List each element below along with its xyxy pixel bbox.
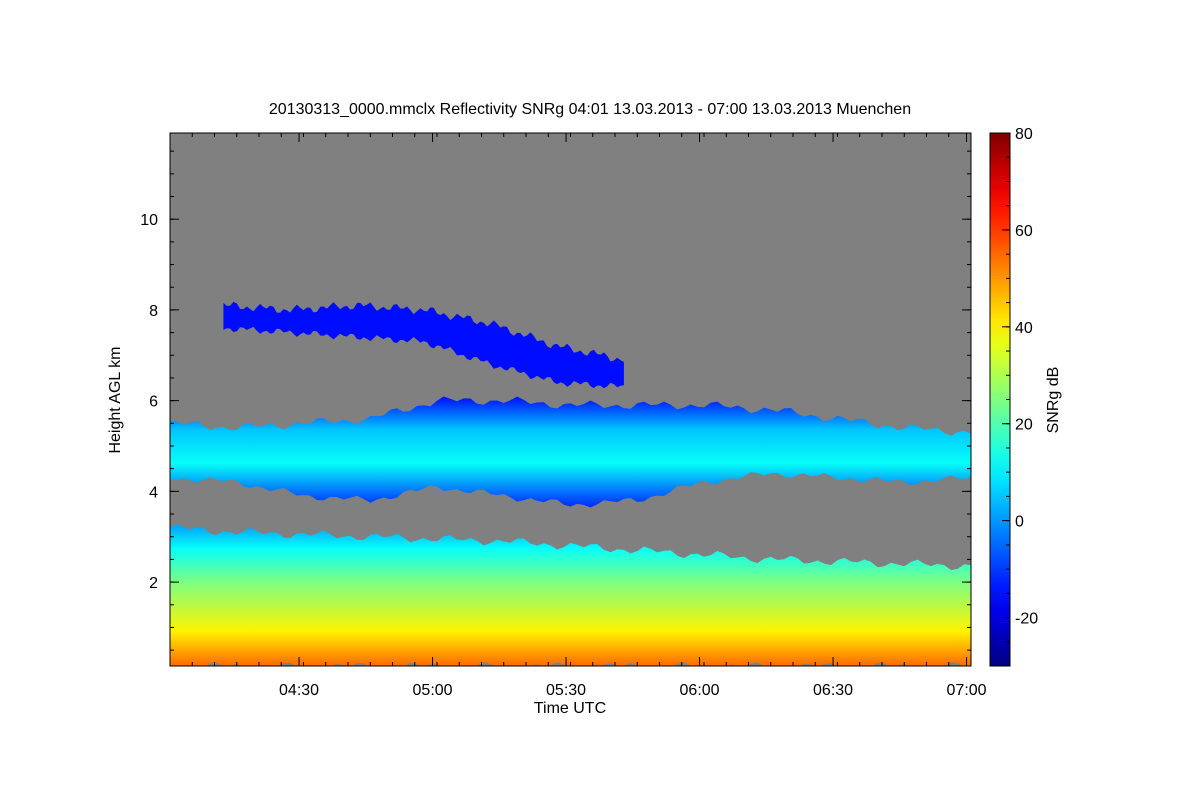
colorbar-tick-label: 40 — [1015, 320, 1033, 337]
x-tick-label: 05:00 — [413, 682, 453, 699]
colorbar-tick-label: 0 — [1015, 514, 1024, 531]
y-axis-label: Height AGL km — [107, 346, 124, 453]
layer-boundary-layer — [170, 524, 971, 666]
x-tick-label: 06:00 — [680, 682, 720, 699]
y-tick-label: 8 — [149, 303, 158, 320]
x-tick-label: 05:30 — [546, 682, 586, 699]
data-layers — [170, 301, 971, 666]
layer-upper-cloud — [223, 301, 624, 389]
x-tick-label: 04:30 — [279, 682, 319, 699]
colorbar-tick-label: 20 — [1015, 417, 1033, 434]
x-tick-label: 07:00 — [947, 682, 987, 699]
y-tick-label: 4 — [149, 484, 158, 501]
x-axis-label: Time UTC — [534, 700, 606, 717]
colorbar-axis: -20 0 20 40 60 80 — [1002, 126, 1038, 643]
colorbar-tick-label: -20 — [1015, 611, 1038, 628]
colorbar-tick-label: 60 — [1015, 223, 1033, 240]
x-tick-label: 06:30 — [813, 682, 853, 699]
y-tick-label: 6 — [149, 394, 158, 411]
layer-mid-level-cloud — [170, 396, 971, 508]
colorbar-label: SNRg dB — [1045, 367, 1062, 434]
x-axis: 04:30 05:00 05:30 06:00 06:30 07:00 — [191, 133, 987, 699]
y-axis: 2 4 6 8 10 — [140, 150, 971, 651]
y-tick-label: 10 — [140, 212, 158, 229]
colorbar-tick-label: 80 — [1015, 126, 1033, 143]
y-tick-label: 2 — [149, 575, 158, 592]
chart-title: 20130313_0000.mmclx Reflectivity SNRg 04… — [269, 101, 911, 118]
